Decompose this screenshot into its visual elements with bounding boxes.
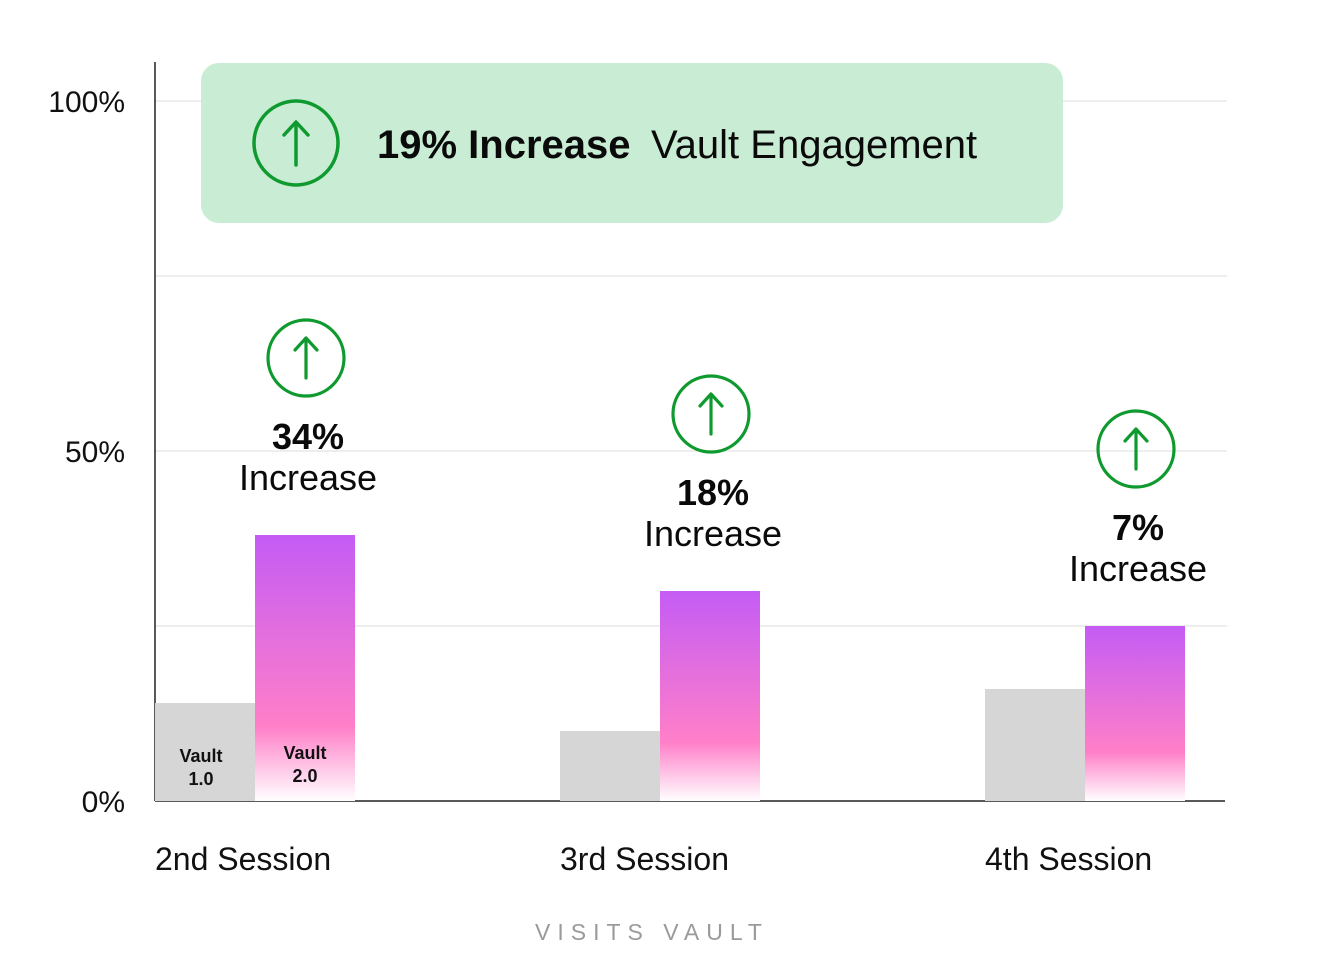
increase-label: Increase (644, 513, 782, 554)
increase-percent: 7% (1112, 507, 1164, 548)
banner-highlight: 19% Increase (377, 123, 631, 167)
y-tick-label: 100% (48, 86, 125, 119)
x-category-label: 2nd Session (155, 841, 331, 877)
summary-banner: 19% Increase Vault Engagement (201, 63, 1063, 223)
banner-background (201, 63, 1063, 223)
x-axis-title: VISITS VAULT (535, 919, 769, 945)
bar-vault-1 (560, 731, 660, 801)
bar-series-label: 1.0 (188, 769, 213, 789)
arrow-up-circle-icon (671, 374, 751, 454)
arrow-up-circle-icon (252, 99, 340, 187)
arrow-up-circle-icon (1096, 409, 1176, 489)
arrow-up-circle-icon (266, 318, 346, 398)
x-category-label: 3rd Session (560, 841, 729, 877)
y-tick-label: 0% (82, 786, 125, 819)
svg-text:19% Increase Vault Engag: 19% Increase Vault Engagement (377, 123, 977, 167)
bar-series-label: Vault (283, 743, 326, 763)
banner-text: Vault Engagement (651, 123, 977, 167)
x-category-label: 4th Session (985, 841, 1152, 877)
bar-vault-1 (155, 703, 255, 801)
y-tick-label: 50% (65, 436, 125, 469)
bar-series-label: 2.0 (292, 766, 317, 786)
increase-percent: 18% (677, 472, 749, 513)
increase-label: Increase (239, 457, 377, 498)
bar-vault-2 (1085, 626, 1185, 801)
bar-vault-2 (660, 591, 760, 801)
increase-label: Increase (1069, 548, 1207, 589)
increase-percent: 34% (272, 416, 344, 457)
bar-vault-2 (255, 535, 355, 801)
bar-series-label: Vault (179, 746, 222, 766)
bar-vault-1 (985, 689, 1085, 801)
